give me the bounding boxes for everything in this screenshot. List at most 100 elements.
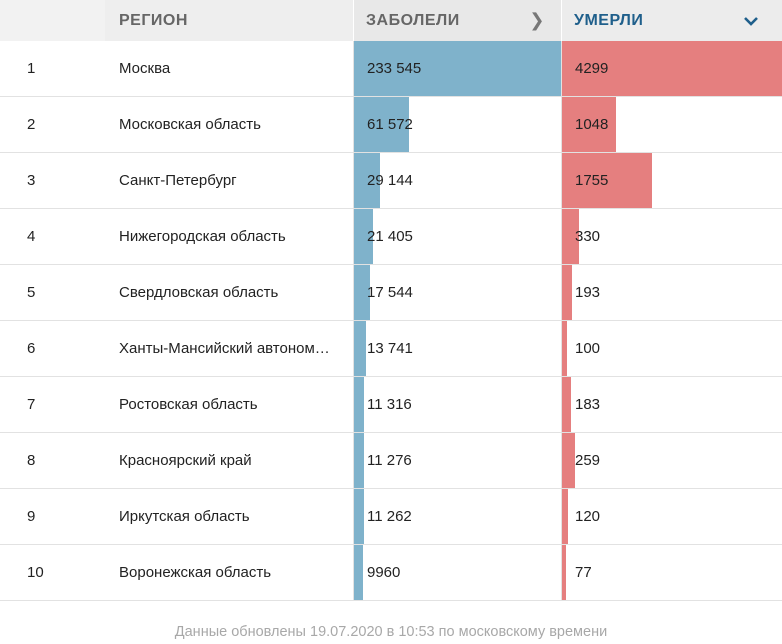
cases-cell: 11 276: [353, 433, 562, 488]
table-row[interactable]: 2 Московская область 61 572 1048: [0, 97, 782, 153]
deaths-cell: 100: [561, 321, 782, 376]
cases-value: 11 276: [367, 452, 412, 469]
cases-value: 13 741: [367, 340, 413, 357]
deaths-bar: [562, 153, 652, 208]
deaths-bar: [562, 97, 616, 152]
cases-value: 233 545: [367, 60, 422, 77]
deaths-cell: 77: [561, 545, 782, 600]
cases-bar: [354, 209, 373, 264]
table-row[interactable]: 8 Красноярский край 11 276 259: [0, 433, 782, 489]
chevron-right-icon: ❯: [529, 10, 545, 30]
row-region: Московская область: [119, 116, 261, 133]
cases-bar: [354, 545, 363, 600]
header-deaths-label: УМЕРЛИ: [574, 12, 644, 29]
cases-value: 17 544: [367, 284, 413, 301]
row-region: Москва: [119, 60, 171, 77]
row-region: Санкт-Петербург: [119, 172, 237, 189]
cases-cell: 11 316: [353, 377, 562, 432]
deaths-value: 4299: [575, 60, 609, 77]
cases-bar: [354, 433, 364, 488]
row-region: Иркутская область: [119, 508, 250, 525]
row-rank: 1: [27, 60, 36, 77]
deaths-bar: [562, 433, 575, 488]
deaths-bar: [562, 209, 579, 264]
table-row[interactable]: 10 Воронежская область 9960 77: [0, 545, 782, 601]
cases-bar: [354, 265, 370, 320]
table-row[interactable]: 9 Иркутская область 11 262 120: [0, 489, 782, 545]
update-note: Данные обновлены 19.07.2020 в 10:53 по м…: [174, 624, 608, 640]
deaths-cell: 1755: [561, 153, 782, 208]
cases-cell: 17 544: [353, 265, 562, 320]
cases-cell: 29 144: [353, 153, 562, 208]
covid-regions-table: РЕГИОН ЗАБОЛЕЛИ ❯ УМЕРЛИ 1 Москва 233 545 4…: [0, 0, 782, 601]
deaths-value: 259: [575, 452, 601, 469]
deaths-bar: [562, 321, 567, 376]
row-region: Свердловская область: [119, 284, 279, 301]
deaths-cell: 120: [561, 489, 782, 544]
cases-bar: [354, 321, 366, 376]
cases-value: 11 262: [367, 508, 412, 525]
deaths-cell: 183: [561, 377, 782, 432]
deaths-cell: 259: [561, 433, 782, 488]
deaths-cell: 193: [561, 265, 782, 320]
header-rank: [0, 0, 105, 41]
table-body: 1 Москва 233 545 4299 2 Московская область 61 …: [0, 41, 782, 601]
deaths-value: 1755: [575, 172, 609, 189]
cases-cell: 21 405: [353, 209, 562, 264]
row-rank: 4: [27, 228, 36, 245]
table-row[interactable]: 7 Ростовская область 11 316 183: [0, 377, 782, 433]
cases-bar: [354, 41, 562, 96]
deaths-value: 183: [575, 396, 601, 413]
deaths-value: 100: [575, 340, 601, 357]
table-row[interactable]: 1 Москва 233 545 4299: [0, 41, 782, 97]
cases-value: 9960: [367, 564, 401, 581]
row-rank: 3: [27, 172, 36, 189]
deaths-bar: [562, 489, 568, 544]
header-cases-sort[interactable]: ЗАБОЛЕЛИ ❯: [353, 0, 561, 41]
deaths-bar: [562, 41, 782, 96]
deaths-value: 77: [575, 564, 592, 581]
table-row[interactable]: 4 Нижегородская область 21 405 330: [0, 209, 782, 265]
cases-bar: [354, 97, 409, 152]
row-rank: 8: [27, 452, 36, 469]
cases-value: 61 572: [367, 116, 413, 133]
header-deaths-sort[interactable]: УМЕРЛИ: [561, 0, 782, 41]
table-row[interactable]: 3 Санкт-Петербург 29 144 1755: [0, 153, 782, 209]
table-row[interactable]: 5 Свердловская область 17 544 193: [0, 265, 782, 321]
cases-cell: 11 262: [353, 489, 562, 544]
deaths-value: 193: [575, 284, 601, 301]
deaths-cell: 1048: [561, 97, 782, 152]
header-region-label: РЕГИОН: [119, 12, 188, 29]
cases-value: 11 316: [367, 396, 412, 413]
cases-value: 29 144: [367, 172, 413, 189]
deaths-value: 1048: [575, 116, 609, 133]
cases-bar: [354, 153, 380, 208]
table-row[interactable]: 6 Ханты-Мансийский автоном… 13 741 100: [0, 321, 782, 377]
cases-cell: 233 545: [353, 41, 562, 96]
row-rank: 9: [27, 508, 36, 525]
row-region: Ростовская область: [119, 396, 258, 413]
row-rank: 10: [27, 564, 44, 581]
row-rank: 2: [27, 116, 36, 133]
cases-bar: [354, 489, 364, 544]
header-region[interactable]: РЕГИОН: [105, 0, 353, 41]
deaths-bar: [562, 377, 571, 432]
row-rank: 5: [27, 284, 36, 301]
row-rank: 7: [27, 396, 36, 413]
deaths-cell: 4299: [561, 41, 782, 96]
table-header: РЕГИОН ЗАБОЛЕЛИ ❯ УМЕРЛИ: [0, 0, 782, 41]
row-rank: 6: [27, 340, 36, 357]
chevron-down-icon: [744, 0, 758, 41]
deaths-bar: [562, 545, 566, 600]
row-region: Ханты-Мансийский автоном…: [119, 340, 330, 357]
row-region: Воронежская область: [119, 564, 272, 581]
cases-value: 21 405: [367, 228, 413, 245]
row-region: Нижегородская область: [119, 228, 286, 245]
deaths-value: 330: [575, 228, 601, 245]
cases-cell: 9960: [353, 545, 562, 600]
cases-cell: 13 741: [353, 321, 562, 376]
cases-bar: [354, 377, 364, 432]
deaths-value: 120: [575, 508, 601, 525]
cases-cell: 61 572: [353, 97, 562, 152]
header-cases-label: ЗАБОЛЕЛИ: [366, 12, 460, 29]
